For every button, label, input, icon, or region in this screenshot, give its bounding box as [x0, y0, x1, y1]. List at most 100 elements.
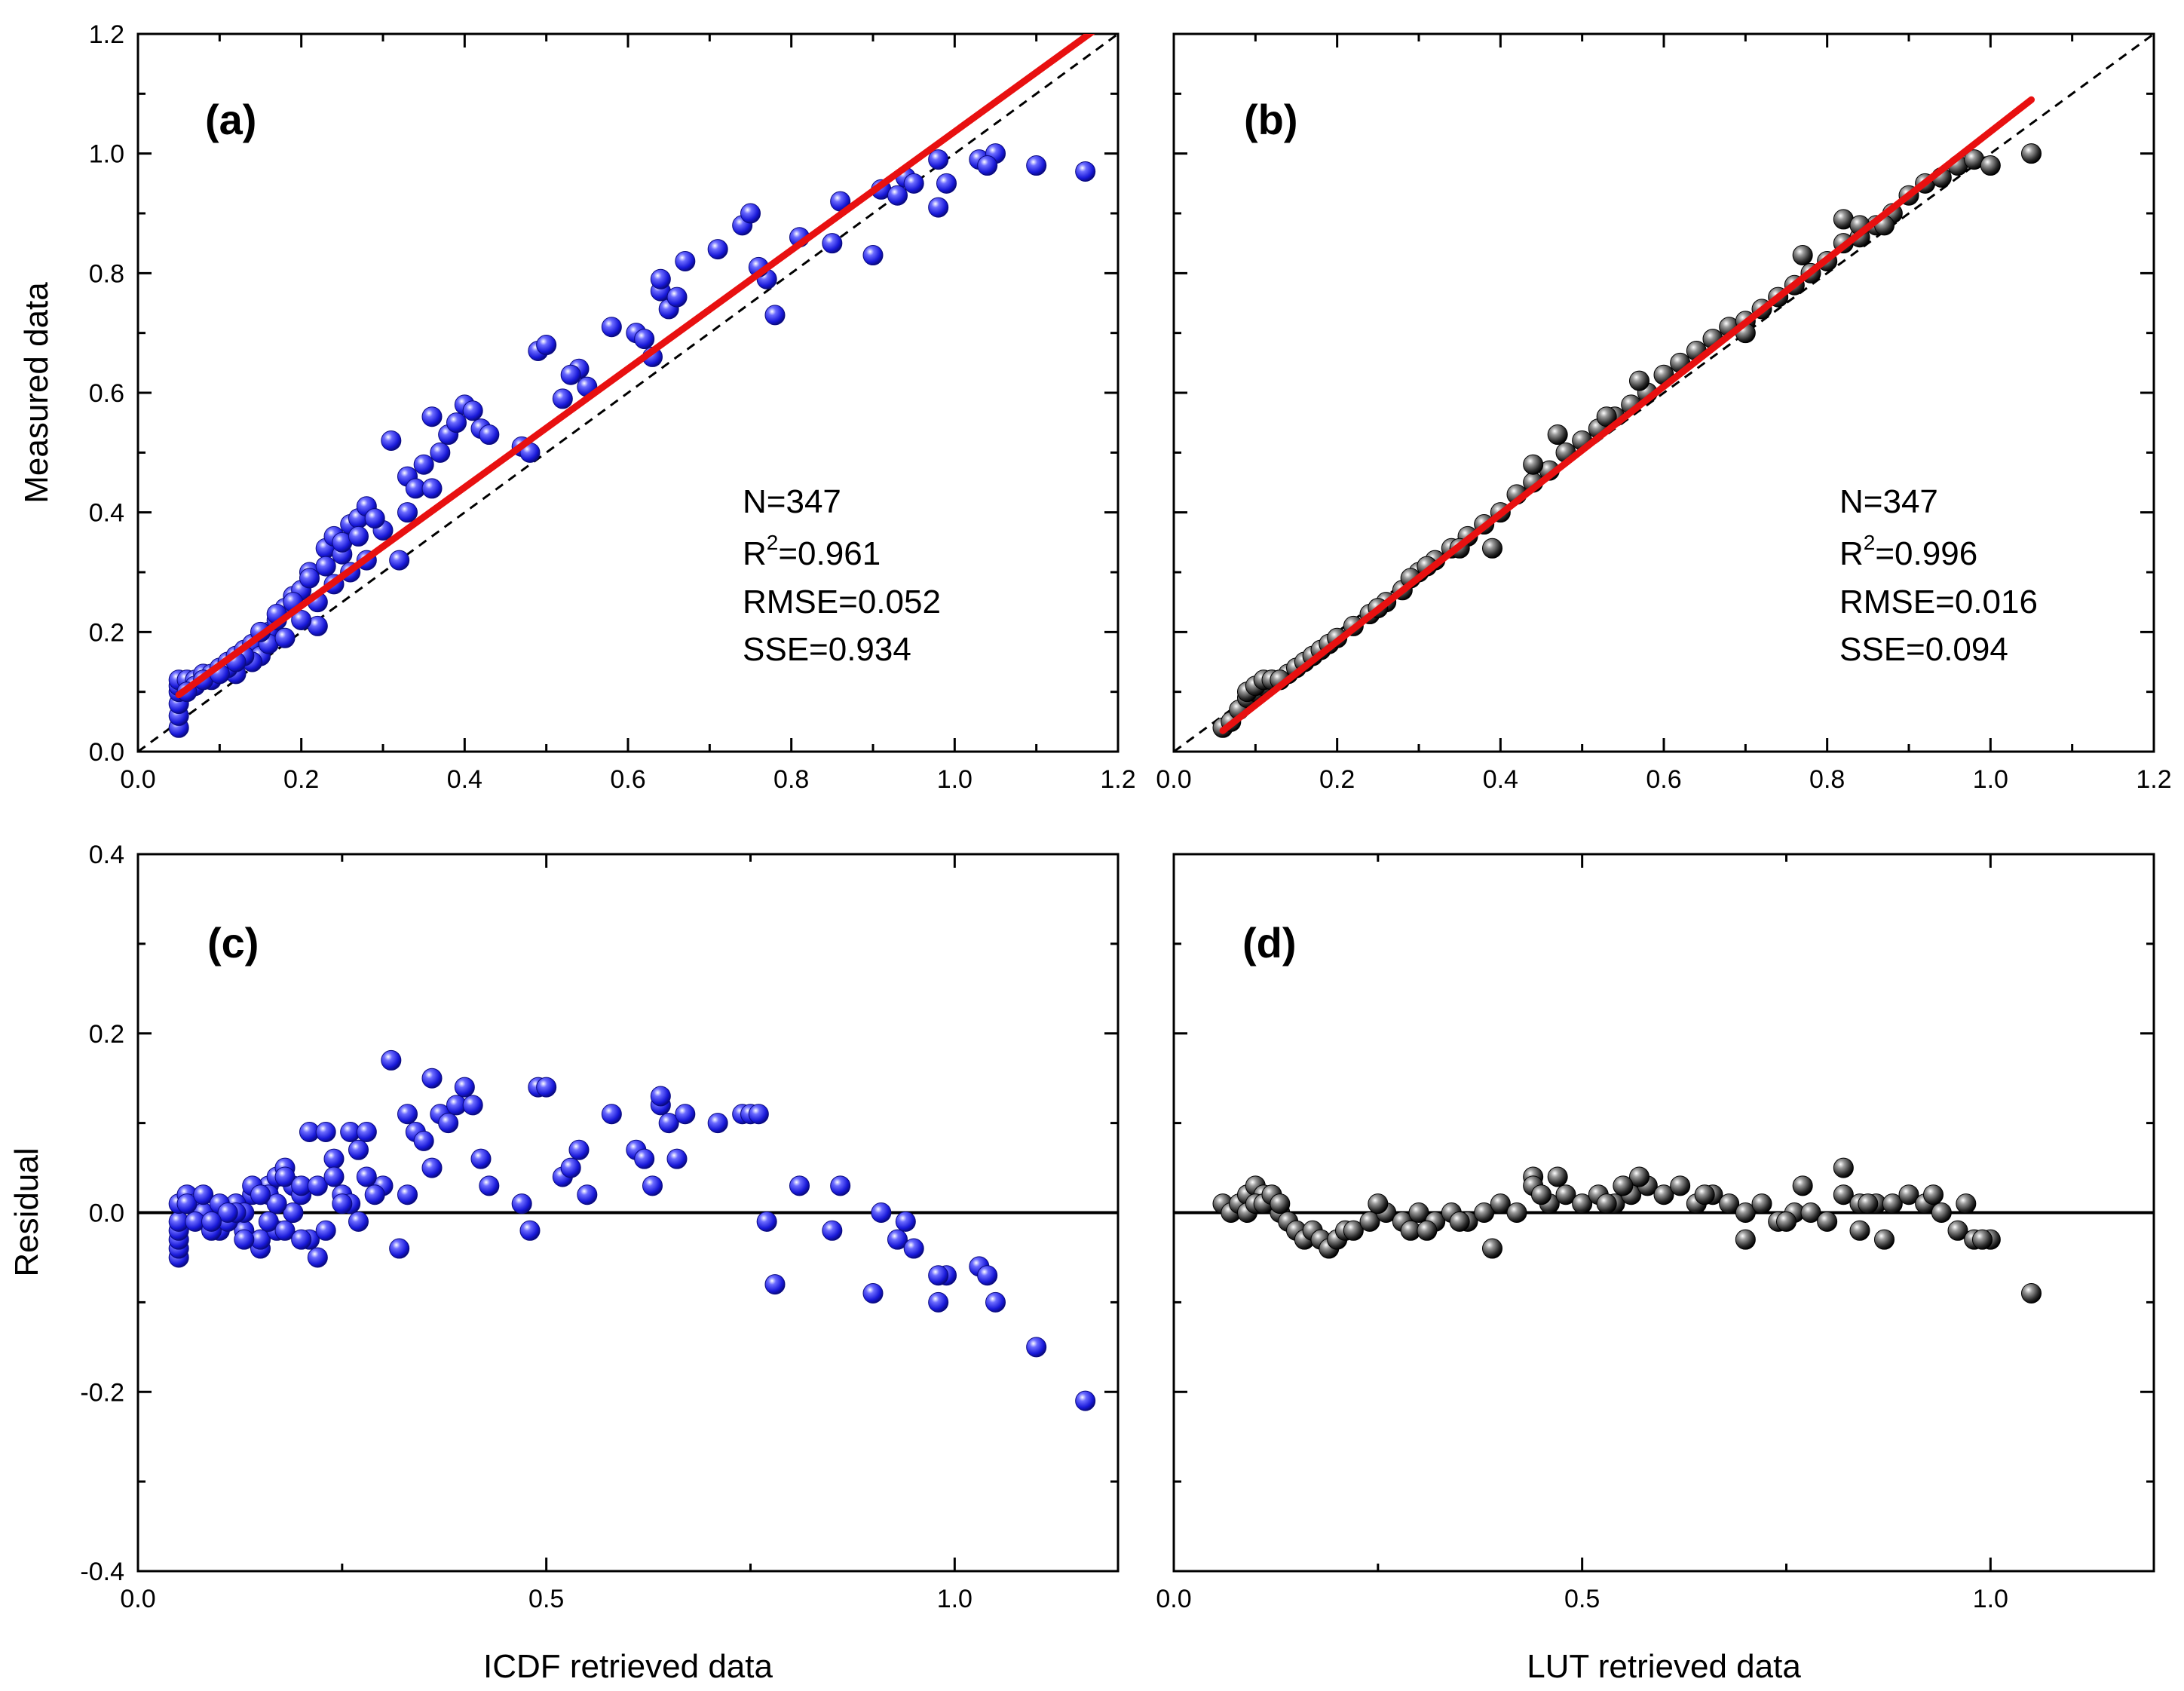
data-point [666, 286, 688, 308]
data-point [1613, 1175, 1634, 1196]
data-point [332, 1193, 353, 1215]
data-point [871, 1202, 892, 1223]
data-point [675, 1104, 696, 1125]
data-point [536, 1077, 557, 1098]
data-point [356, 1166, 377, 1187]
x-tick-label: 1.0 [1973, 1585, 2008, 1613]
panel-label: (d) [1242, 919, 1297, 967]
data-point [291, 609, 312, 630]
data-point [348, 525, 369, 547]
data-point [740, 203, 761, 224]
data-point [822, 1220, 843, 1241]
y-tick-label: 1.0 [89, 140, 124, 169]
data-point [985, 1291, 1006, 1313]
data-point [258, 1211, 279, 1232]
data-point [430, 442, 451, 463]
data-point [1547, 1166, 1568, 1187]
data-point [789, 1175, 810, 1196]
data-point [519, 1220, 541, 1241]
data-point [421, 406, 443, 427]
data-point [413, 1130, 434, 1151]
data-point [1776, 1211, 1797, 1232]
data-point [413, 454, 434, 475]
x-tick-label: 1.2 [2136, 765, 2171, 794]
data-point [283, 1202, 304, 1223]
data-point [1792, 1175, 1813, 1196]
data-point [862, 245, 884, 266]
data-point [1735, 1202, 1756, 1223]
data-point [323, 1166, 345, 1187]
x-tick-label: 0.4 [447, 765, 482, 794]
panel-c: 0.0 0.5 1.0-0.4-0.20.00.20.4 (c) Residual … [8, 841, 1120, 1685]
data-point [1506, 1202, 1527, 1223]
data-point [2021, 1282, 2042, 1303]
data-point [1075, 1390, 1096, 1411]
data-point [1417, 1220, 1438, 1241]
data-point [250, 1184, 271, 1205]
stat-r2-value: =0.996 [1875, 535, 1977, 572]
data-point [577, 1184, 598, 1205]
data-point [748, 1104, 769, 1125]
data-point [601, 1104, 622, 1125]
data-point [274, 1166, 296, 1187]
data-point [193, 1184, 214, 1205]
x-tick-label: 1.2 [1100, 765, 1135, 794]
x-tick-label: 0.6 [610, 765, 645, 794]
data-point [462, 400, 483, 421]
data-point [1833, 1157, 1854, 1178]
data-point [1956, 1193, 1977, 1215]
data-point [2021, 143, 2042, 164]
data-point [1026, 155, 1047, 176]
data-point [1629, 370, 1649, 391]
data-point [470, 1148, 492, 1169]
data-point [895, 1211, 916, 1232]
x-tick-label: 0.0 [1156, 765, 1191, 794]
y-axis-title: Residual [8, 1147, 45, 1276]
x-tick-label: 1.0 [1973, 765, 2008, 794]
data-point [634, 1148, 655, 1169]
data-point [1898, 1184, 1919, 1205]
fit-line [1219, 96, 2035, 734]
data-point [977, 155, 998, 176]
panel-d: 0.0 0.5 1.0 (d) LUT retrieved data [1156, 853, 2155, 1685]
data-point [764, 1274, 786, 1295]
points-group [168, 1049, 1096, 1411]
data-point [479, 1175, 500, 1196]
x-tick-label: 0.5 [528, 1585, 564, 1613]
data-point [315, 1122, 336, 1143]
y-tick-label: 0.0 [89, 738, 124, 767]
data-point [1075, 161, 1096, 182]
data-point [315, 556, 336, 577]
data-point [536, 335, 557, 356]
x-tick-label: 0.8 [773, 765, 809, 794]
data-point [1359, 1211, 1380, 1232]
data-point [1980, 155, 2001, 176]
data-point [291, 1229, 312, 1250]
stats-box: N=347 R2=0.961 RMSE=0.052 SSE=0.934 [743, 483, 941, 668]
data-point [176, 1193, 198, 1215]
data-point [928, 1265, 949, 1286]
data-point [421, 1157, 443, 1178]
panel-label: (b) [1244, 96, 1298, 143]
data-point [274, 627, 296, 648]
x-tick-label: 1.0 [937, 1585, 973, 1613]
stat-n: N=347 [1839, 483, 1938, 520]
data-point [348, 1211, 369, 1232]
data-point [234, 1229, 255, 1250]
data-point [479, 424, 500, 446]
data-point [1474, 1202, 1495, 1223]
panel-a: 0.0 0.2 0.4 0.6 0.8 1.0 1.2 0.0 0.2 0.4 0.6 0.8 1.0 1… [18, 20, 1136, 794]
data-point [1555, 1184, 1576, 1205]
data-point [650, 1086, 671, 1107]
data-point [903, 1238, 924, 1259]
reference-line [138, 34, 1118, 752]
data-point [887, 185, 908, 206]
data-point [1482, 1238, 1502, 1259]
data-point [928, 149, 949, 170]
data-point [1800, 1202, 1821, 1223]
data-point [1874, 1229, 1895, 1250]
y-tick-label: 0.2 [89, 1020, 124, 1049]
data-point [421, 1068, 443, 1089]
panel-label: (a) [205, 96, 256, 143]
data-point [862, 1282, 884, 1303]
